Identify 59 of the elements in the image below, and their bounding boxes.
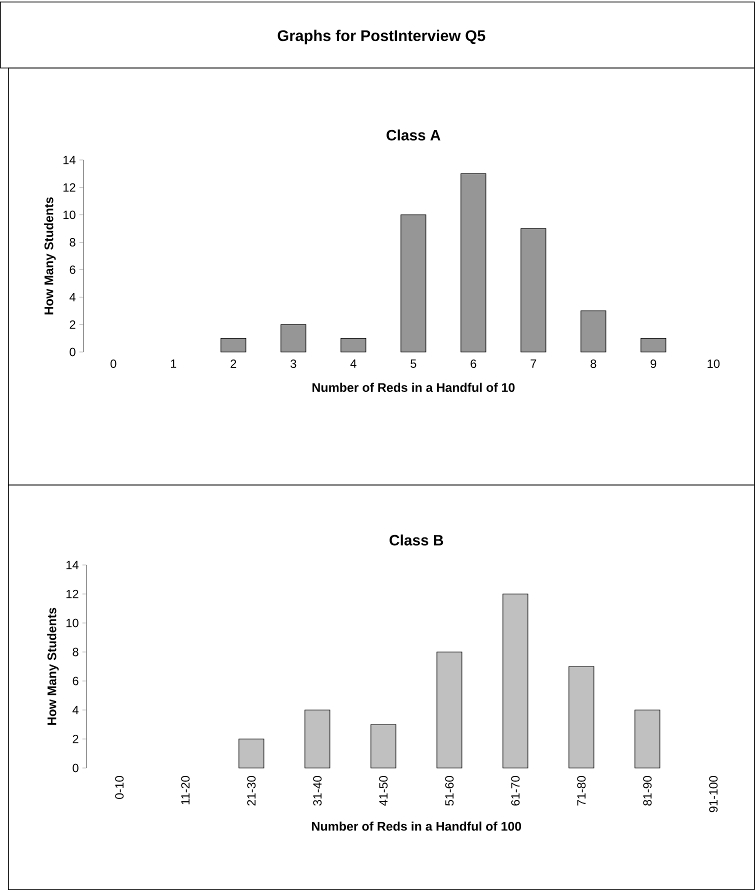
bar [460, 173, 486, 352]
x-tick-label: 81-90 [642, 776, 652, 806]
bar [304, 710, 330, 768]
x-tick-label: 31-40 [312, 776, 322, 806]
bar [220, 338, 246, 352]
x-tick-label: 91-100 [708, 776, 718, 812]
bar [634, 710, 660, 768]
bar [640, 338, 666, 352]
y-tick-label: 0 [70, 348, 76, 356]
x-tick-label: 10 [707, 360, 720, 368]
y-tick-label: 8 [72, 648, 78, 656]
x-axis-title: Number of Reds in a Handful of 10 [312, 382, 514, 392]
x-axis-title: Number of Reds in a Handful of 100 [312, 822, 521, 831]
y-tick-label: 8 [70, 238, 76, 246]
x-tick-label: 2 [230, 360, 236, 368]
y-tick-label: 12 [66, 590, 78, 598]
y-tick-label: 12 [63, 183, 76, 192]
bar [502, 594, 528, 768]
y-tick-label: 6 [72, 676, 78, 686]
y-tick-label: 2 [70, 320, 76, 329]
bar [520, 228, 546, 352]
x-tick-label: 6 [470, 360, 476, 368]
y-tick-label: 0 [72, 764, 78, 772]
y-tick-label: 4 [69, 293, 76, 302]
bar [568, 666, 594, 768]
y-tick-label: 2 [72, 734, 78, 744]
y-tick-label: 14 [66, 560, 78, 570]
x-tick-label: 8 [590, 360, 596, 368]
bar [370, 724, 396, 768]
bar [340, 338, 366, 352]
x-tick-label: 71-80 [576, 776, 586, 806]
y-tick-label: 6 [70, 265, 76, 274]
x-tick-label: 21-30 [246, 776, 256, 806]
x-tick-label: 61-70 [510, 776, 520, 806]
bar [436, 652, 462, 768]
x-tick-label: 3 [290, 360, 296, 368]
y-axis-title: How Many Students [46, 608, 59, 725]
x-tick-label: 1 [170, 360, 176, 368]
x-tick-label: 0 [110, 360, 116, 368]
x-tick-label: 11-20 [180, 776, 190, 804]
x-tick-label: 7 [530, 360, 536, 368]
x-tick-label: 9 [650, 360, 656, 368]
y-tick-label: 14 [63, 156, 76, 164]
chart-title: Class B [389, 534, 443, 546]
y-tick-label: 10 [66, 618, 78, 628]
chart-title: Graphs for PostInterview Q5 [278, 30, 486, 44]
bar [280, 324, 306, 352]
x-tick-label: 41-50 [378, 776, 388, 806]
chart-subtitle: Class A [386, 130, 440, 140]
y-tick-label: 10 [63, 210, 76, 220]
y-tick-label: 4 [72, 706, 78, 714]
x-tick-label: 5 [410, 360, 416, 368]
x-tick-label: 4 [350, 360, 356, 368]
bar [400, 214, 426, 352]
x-tick-label: 51-60 [444, 776, 454, 806]
x-tick-label: 0-10 [114, 776, 124, 799]
bar [238, 738, 264, 768]
bar [580, 310, 606, 352]
y-axis-title: How Many Students [44, 197, 56, 314]
